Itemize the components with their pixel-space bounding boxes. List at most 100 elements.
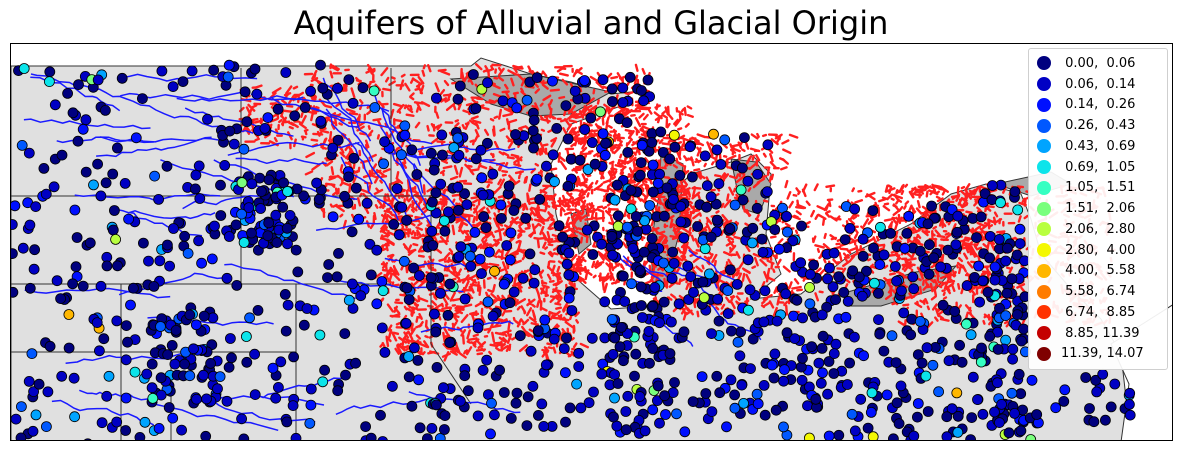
aquifer-patch (666, 296, 673, 301)
aquifer-patch (557, 155, 566, 162)
aquifer-patch (938, 284, 943, 289)
station-marker (314, 329, 326, 341)
aquifer-patch (916, 200, 921, 209)
station-marker (669, 141, 681, 153)
aquifer-patch (701, 264, 705, 270)
station-marker (427, 239, 439, 251)
aquifer-patch (695, 265, 703, 273)
station-marker (487, 310, 499, 322)
station-marker (95, 280, 107, 292)
station-marker (668, 257, 680, 269)
station-marker (609, 194, 621, 206)
aquifer-patch (917, 188, 927, 194)
aquifer-patch (462, 109, 472, 115)
station-marker (611, 420, 623, 432)
aquifer-patch (546, 230, 551, 239)
aquifer-patch (703, 255, 710, 261)
station-marker (24, 219, 36, 231)
aquifer-patch (458, 166, 464, 178)
aquifer-patch (434, 82, 440, 93)
station-marker (713, 315, 725, 327)
station-marker (197, 369, 209, 381)
aquifer-patch (901, 281, 905, 286)
aquifer-patch (735, 251, 741, 259)
station-marker (644, 357, 655, 369)
aquifer-patch (814, 292, 820, 302)
station-marker (560, 416, 571, 428)
aquifer-patch (895, 200, 899, 205)
station-marker (169, 358, 181, 370)
aquifer-patch (379, 204, 384, 209)
aquifer-patch (674, 117, 682, 127)
station-marker (629, 370, 640, 382)
station-marker (323, 259, 335, 270)
station-marker (634, 391, 646, 402)
aquifer-patch (952, 270, 957, 277)
aquifer-patch (574, 115, 585, 119)
aquifer-patch (508, 174, 517, 184)
aquifer-patch (561, 78, 569, 86)
aquifer-patch (692, 209, 701, 213)
aquifer-patch (603, 253, 609, 258)
station-marker (315, 59, 326, 71)
aquifer-patch (367, 184, 372, 192)
station-marker (547, 149, 559, 161)
aquifer-patch (691, 186, 697, 198)
aquifer-patch (548, 279, 555, 283)
aquifer-patch (516, 298, 527, 305)
aquifer-patch (733, 187, 737, 193)
aquifer-patch (605, 116, 610, 125)
aquifer-patch (894, 239, 902, 243)
station-marker (589, 158, 601, 170)
aquifer-patch (320, 145, 328, 150)
aquifer-patch (388, 328, 393, 339)
station-marker (742, 175, 754, 187)
aquifer-patch (584, 269, 590, 274)
aquifer-patch (992, 216, 997, 223)
station-marker (494, 364, 506, 376)
station-marker (459, 293, 471, 305)
aquifer-patch (817, 213, 827, 220)
station-marker (209, 220, 220, 232)
aquifer-patch (547, 220, 556, 230)
aquifer-patch (520, 77, 526, 87)
station-marker (713, 178, 725, 190)
aquifer-patch (475, 243, 483, 250)
station-marker (219, 160, 231, 171)
aquifer-patch (628, 167, 634, 174)
station-marker (759, 409, 771, 421)
aquifer-patch (547, 129, 553, 133)
aquifer-patch (304, 170, 314, 176)
aquifer-patch (620, 168, 625, 175)
aquifer-patch (689, 203, 694, 209)
station-marker (508, 286, 520, 298)
aquifer-patch (917, 227, 926, 231)
aquifer-patch (463, 303, 473, 308)
station-marker (743, 304, 754, 316)
aquifer-patch (509, 216, 519, 224)
aquifer-patch (905, 263, 911, 268)
station-marker (426, 196, 438, 208)
station-marker (371, 244, 383, 256)
aquifer-patch (599, 182, 604, 187)
aquifer-patch (719, 172, 726, 180)
river-line (411, 143, 516, 153)
station-marker (561, 332, 572, 344)
aquifer-patch (549, 294, 558, 303)
station-marker (226, 352, 237, 364)
aquifer-patch (254, 119, 264, 124)
station-marker (388, 218, 400, 230)
station-marker (360, 421, 372, 433)
aquifer-patch (604, 273, 613, 282)
aquifer-patch (603, 103, 611, 110)
station-marker (284, 209, 296, 221)
aquifer-patch (391, 76, 396, 80)
state-border (430, 284, 472, 405)
river-line (184, 107, 294, 137)
aquifer-patch (385, 131, 389, 138)
aquifer-patch (413, 303, 420, 307)
aquifer-patch (661, 110, 667, 115)
aquifer-patch (677, 161, 685, 168)
map-frame[interactable] (10, 43, 1173, 441)
station-marker (40, 188, 52, 200)
